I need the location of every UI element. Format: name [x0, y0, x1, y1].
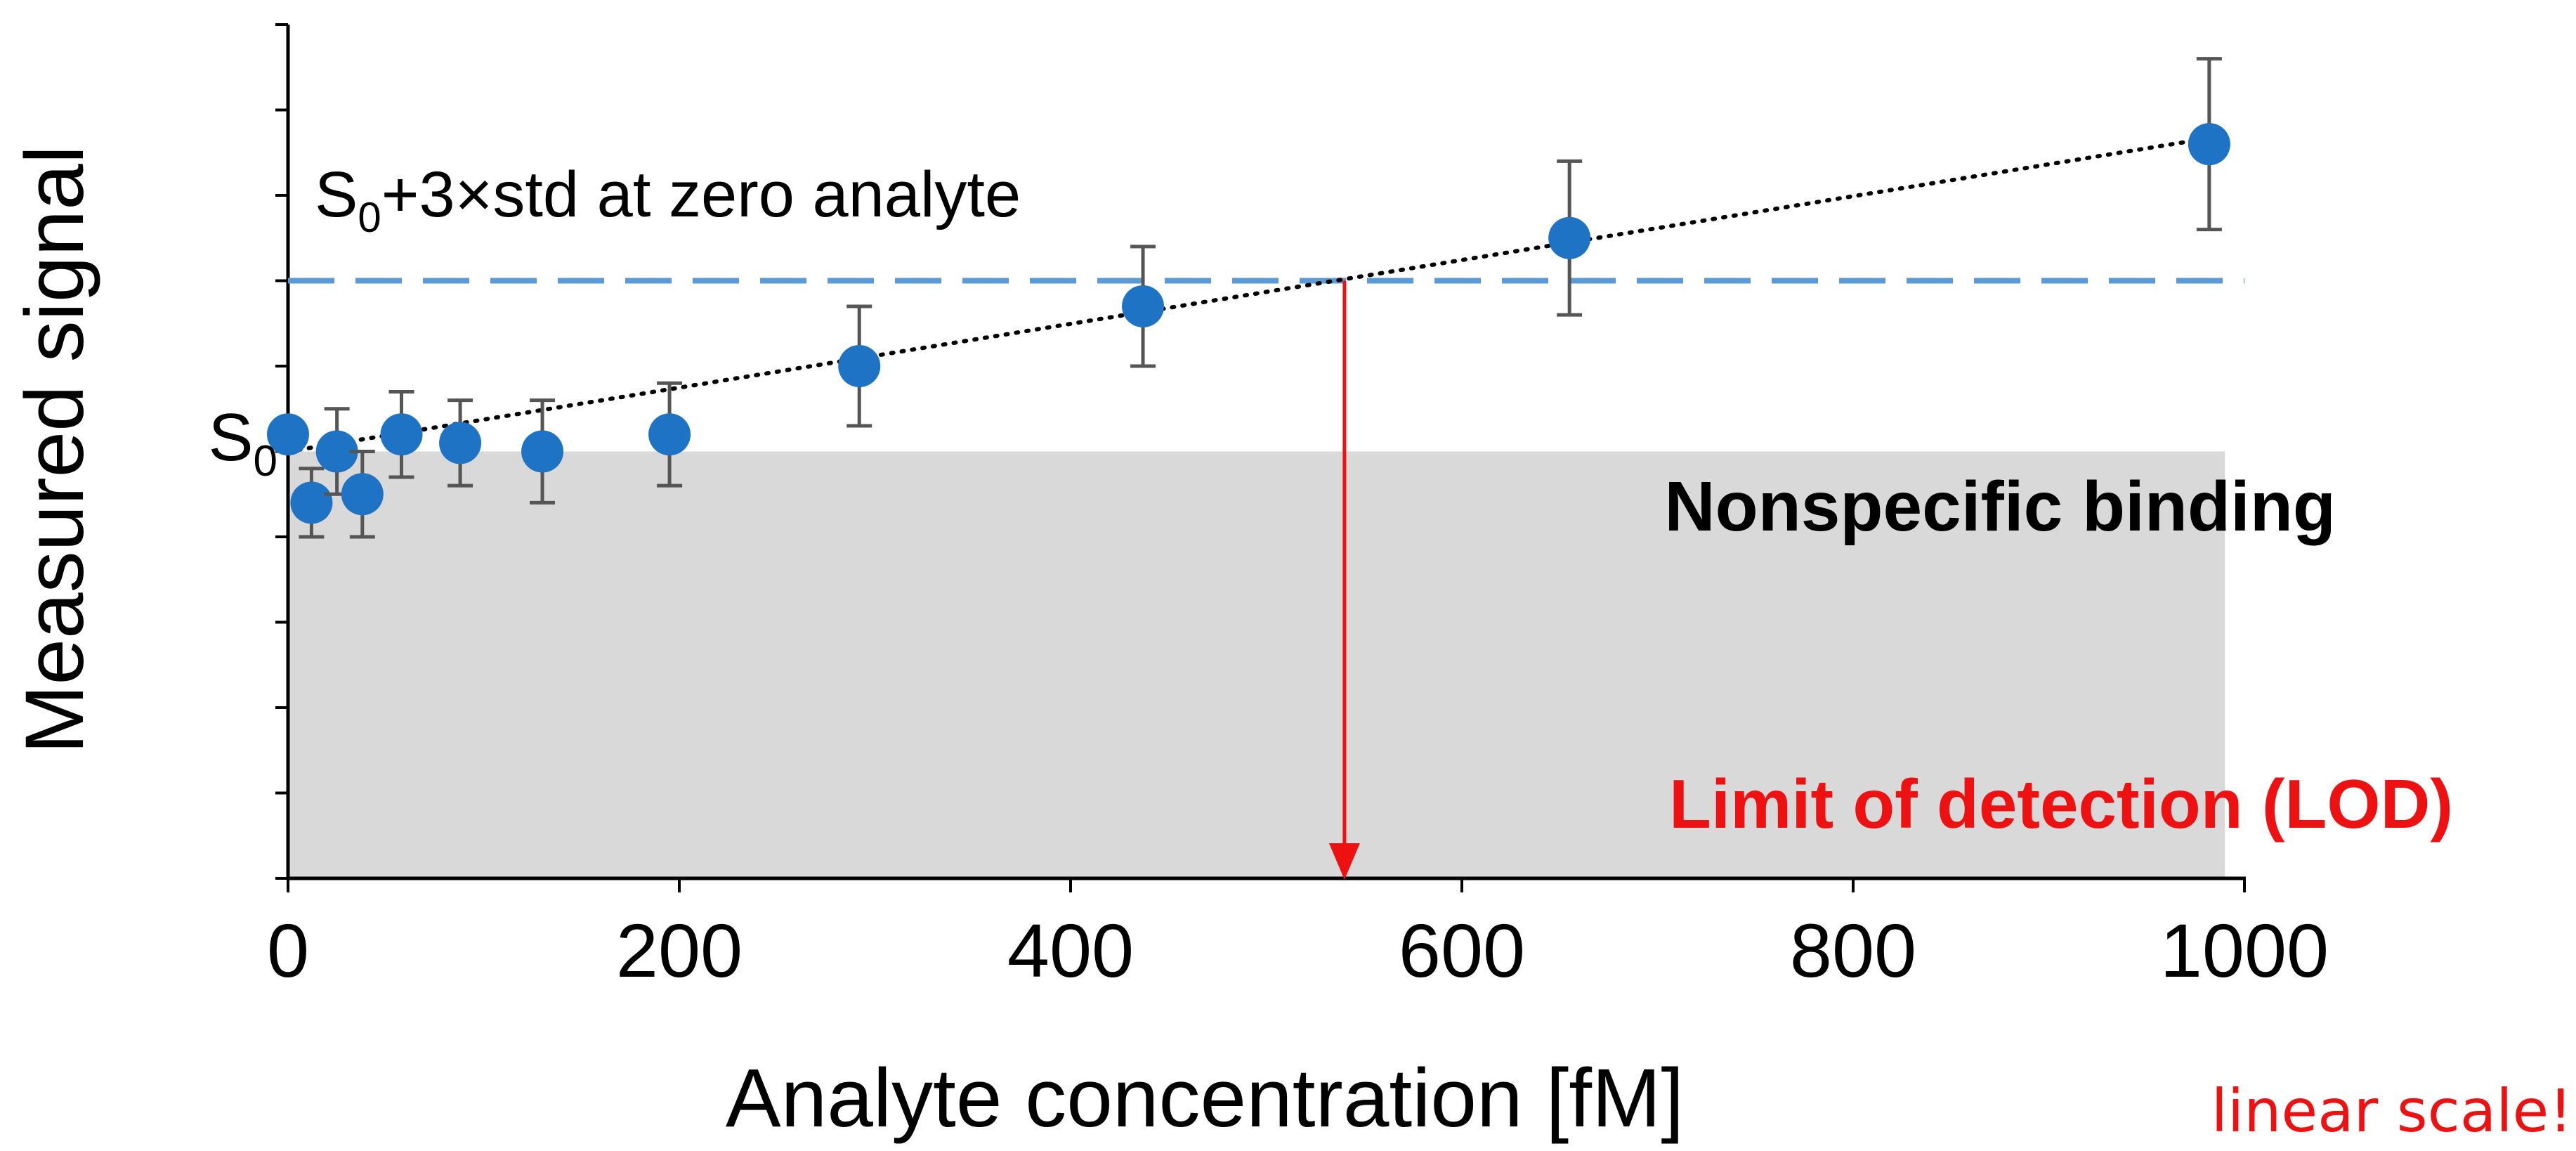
y-tick-label-s0-main: S: [208, 400, 253, 475]
x-axis-label: Analyte concentration [fM]: [726, 1052, 1684, 1145]
x-tick-label: 400: [1007, 908, 1134, 993]
data-point: [341, 473, 384, 516]
data-point: [2188, 123, 2230, 166]
data-point: [1548, 216, 1591, 259]
linear-scale-note: linear scale!: [2211, 1077, 2572, 1145]
x-tick-label: 800: [1790, 908, 1916, 993]
data-point: [439, 422, 482, 464]
x-tick-label: 0: [267, 908, 309, 993]
threshold-label: S0+3×std at zero analyte: [315, 159, 1021, 241]
data-points-layer: [267, 57, 2230, 539]
data-point: [838, 345, 881, 387]
nonspecific-region-layer: [288, 451, 2225, 878]
data-point: [315, 430, 358, 473]
y-tick-label-s0-sub: 0: [254, 437, 277, 486]
data-point: [648, 413, 691, 456]
data-point: [521, 430, 564, 473]
nonspecific-binding-label: Nonspecific binding: [1664, 467, 2336, 546]
y-axis-label: Measured signal: [8, 145, 101, 754]
nonspecific-binding-region: [288, 451, 2225, 878]
x-tick-label: 200: [616, 908, 743, 993]
data-point: [267, 413, 309, 456]
fit-line: [286, 133, 2228, 454]
lod-arrow-layer: [1328, 280, 1360, 880]
axes-layer: 0 200 400 600 800 1000: [267, 23, 2329, 993]
data-point: [380, 413, 423, 456]
data-point: [1122, 285, 1165, 327]
lod-label: Limit of detection (LOD): [1669, 765, 2453, 843]
y-tick-label-s0: S0: [208, 400, 277, 486]
data-point: [290, 481, 333, 524]
x-tick-label: 1000: [2160, 908, 2329, 993]
fit-line-layer: [286, 133, 2228, 454]
threshold-label-rest: +3×std at zero analyte: [381, 159, 1021, 230]
lod-arrow-head: [1328, 843, 1360, 880]
x-tick-label: 600: [1399, 908, 1525, 993]
threshold-label-main: S: [315, 159, 358, 230]
threshold-label-sub: 0: [358, 194, 381, 241]
